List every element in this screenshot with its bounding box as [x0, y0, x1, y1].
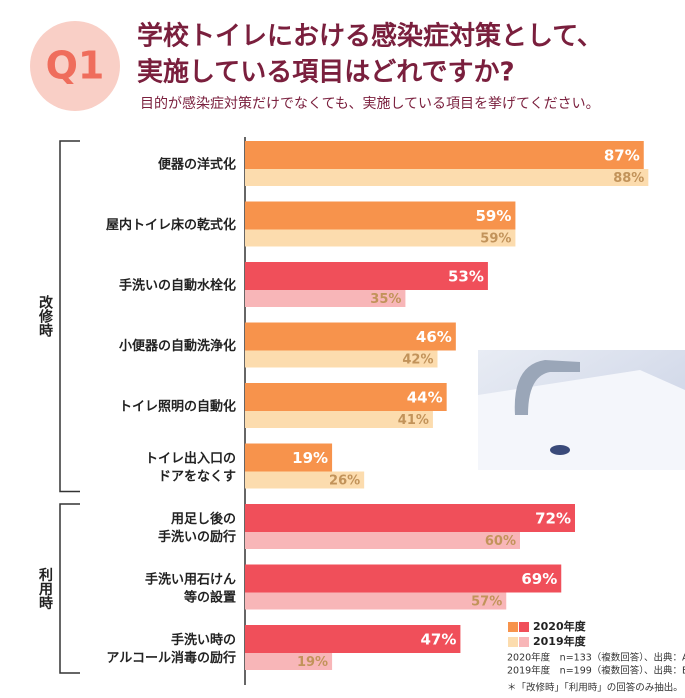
value-label: 72% [535, 510, 571, 528]
category-label-line: 用足し後の [170, 511, 236, 527]
legend-swatch [519, 637, 529, 647]
legend-label: 2020年度 [533, 619, 587, 633]
category-label: 手洗いの自動水栓化 [119, 278, 236, 294]
legend-label: 2019年度 [533, 634, 587, 648]
bar [245, 201, 516, 230]
bar [245, 443, 333, 472]
legend-swatch [508, 622, 518, 632]
bar [245, 564, 562, 593]
bar [245, 592, 507, 610]
bar [245, 383, 447, 411]
bar [245, 350, 438, 368]
bar [245, 141, 644, 169]
bar [245, 625, 461, 653]
note: ＊「改修時」「利用時」の回答のみ抽出。 [507, 682, 683, 694]
bar [245, 322, 456, 351]
subtitle: 目的が感染症対策だけでなくても、実施している項目を挙げてください。 [140, 95, 600, 112]
category-label-line: トイレ出入口の [145, 450, 236, 466]
category-label: 用足し後の手洗いの励行 [158, 511, 236, 545]
badge-circle [30, 21, 120, 111]
value-label: 26% [329, 474, 360, 489]
group-bracket [59, 503, 80, 674]
category-label: 手洗い用石けん等の設置 [145, 571, 236, 605]
title-line: 実施している項目はどれですか? [137, 57, 515, 88]
value-label: 88% [613, 171, 644, 186]
value-label: 35% [370, 292, 401, 307]
value-label: 44% [407, 389, 443, 407]
category-label-line: 手洗い用石けん [145, 571, 236, 587]
group-label: 利用時 [37, 567, 53, 611]
bar [245, 653, 333, 670]
value-label: 46% [416, 328, 452, 346]
category-label: 屋内トイレ床の乾式化 [106, 217, 236, 233]
category-label: トイレ照明の自動化 [119, 399, 236, 415]
bar [245, 504, 575, 532]
value-label: 41% [398, 413, 429, 428]
category-label-line: 手洗い時の [171, 632, 236, 648]
category-label: 小便器の自動洗浄化 [119, 338, 236, 354]
value-label: 47% [421, 631, 457, 649]
value-label: 19% [297, 655, 328, 670]
category-label: トイレ出入口のドアをなくす [145, 450, 236, 484]
value-label: 60% [485, 534, 516, 549]
legend-swatch [519, 622, 529, 632]
title-line: 学校トイレにおける感染症対策として、 [137, 21, 603, 52]
bar [245, 262, 488, 290]
bar [245, 532, 520, 549]
group-label-bg [30, 286, 58, 347]
value-label: 59% [480, 232, 511, 247]
value-label: 42% [402, 353, 433, 368]
photo [478, 350, 685, 470]
group-label: 改修時 [37, 295, 54, 339]
bar [245, 471, 365, 489]
group-label-bg [30, 558, 58, 619]
category-label: 手洗い時のアルコール消毒の励行 [106, 632, 236, 666]
group-bracket [59, 140, 80, 493]
category-label-line: アルコール消毒の励行 [106, 650, 236, 666]
value-label: 87% [604, 147, 640, 165]
bar [245, 169, 649, 186]
bar [245, 290, 406, 307]
bar [245, 229, 516, 247]
category-label-line: ドアをなくす [158, 469, 236, 484]
value-label: 19% [292, 449, 328, 467]
badge: Q1 [46, 44, 105, 88]
note: 2019年度 n=199（複数回答）、出典：B [507, 665, 685, 677]
value-label: 57% [471, 595, 502, 610]
value-label: 53% [448, 268, 484, 286]
category-label: 便器の洋式化 [158, 157, 236, 173]
category-label-line: 等の設置 [183, 589, 236, 605]
legend-swatch [508, 637, 518, 647]
value-label: 69% [521, 570, 557, 588]
category-label-line: 手洗いの励行 [158, 529, 236, 545]
note: 2020年度 n=133（複数回答）、出典：A [507, 652, 685, 664]
bar [245, 411, 433, 428]
value-label: 59% [476, 207, 512, 225]
